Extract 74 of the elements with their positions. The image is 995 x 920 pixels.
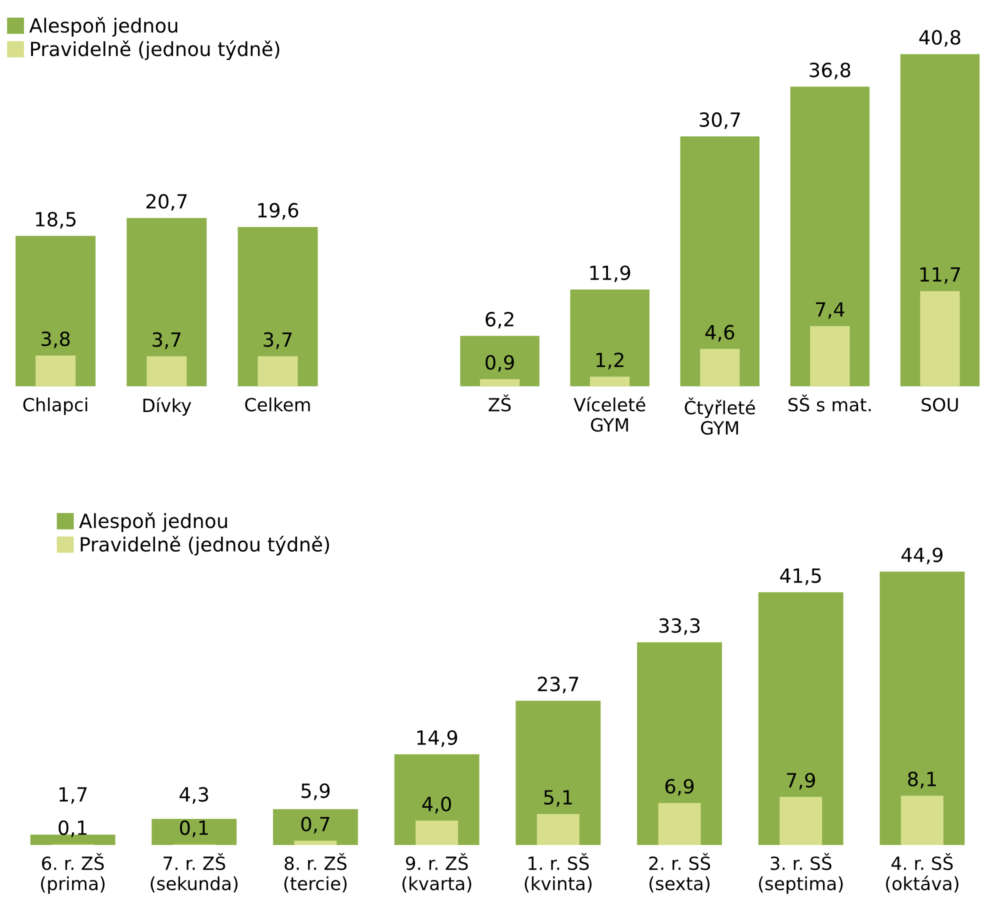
- bar: [273, 809, 358, 846]
- bar: [294, 840, 337, 846]
- data-label: 0,1: [180, 820, 208, 838]
- data-label: 1,2: [596, 352, 624, 370]
- x-tick-label: 7. r. ZŠ (sekunda): [150, 853, 238, 892]
- data-label: 1,7: [59, 787, 87, 804]
- data-label: 36,8: [810, 62, 850, 80]
- x-tick-label: 2. r. SŠ (sexta): [649, 853, 710, 892]
- bar: [146, 356, 187, 386]
- x-tick-label: 6. r. ZŠ (prima): [41, 853, 105, 894]
- data-label: 5,1: [544, 790, 572, 807]
- bar: [590, 376, 630, 386]
- data-label: 3,7: [264, 332, 292, 349]
- x-tick-label: 1. r. SŠ (kvinta): [524, 853, 592, 892]
- bar: [536, 814, 580, 846]
- data-label: 23,7: [538, 676, 578, 694]
- x-tick-label: 3. r. SŠ (septima): [759, 853, 843, 894]
- legend-label: Pravidelně (jednou týdně): [31, 40, 280, 60]
- data-label: 7,9: [786, 772, 815, 790]
- data-label: 11,9: [590, 265, 630, 282]
- data-label: 6,2: [486, 312, 514, 329]
- data-label: 0,7: [301, 816, 330, 834]
- data-label: 44,9: [902, 548, 942, 564]
- legend-label: Pravidelně (jednou týdně): [80, 536, 329, 556]
- x-tick-label: SŠ s mat.: [788, 394, 871, 412]
- data-label: 8,1: [908, 772, 936, 788]
- data-label: 3,8: [42, 331, 70, 348]
- bar: [36, 355, 76, 386]
- x-tick-label: 8. r. ZŠ (tercie): [284, 853, 347, 892]
- data-label: 5,9: [302, 783, 330, 800]
- bar: [416, 820, 458, 846]
- legend-label: Alespoň jednou: [29, 16, 178, 37]
- bar: [810, 326, 850, 386]
- data-label: 7,4: [816, 302, 844, 319]
- bar: [880, 572, 965, 846]
- bar: [480, 379, 520, 386]
- x-tick-label: Čtyřleté GYM: [684, 398, 755, 435]
- data-label: 0,1: [58, 820, 86, 838]
- x-tick-label: Celkem: [245, 398, 310, 412]
- data-label: 18,5: [36, 212, 76, 229]
- data-label: 19,6: [258, 202, 298, 220]
- data-label: 4,6: [705, 324, 734, 342]
- bar: [780, 796, 822, 846]
- x-tick-label: SOU: [922, 398, 958, 412]
- bar: [460, 336, 540, 386]
- data-label: 0,9: [486, 355, 514, 372]
- data-label: 4,0: [422, 796, 451, 814]
- data-label: 40,8: [919, 30, 960, 47]
- data-label: 41,5: [780, 568, 821, 585]
- data-label: 11,7: [920, 267, 960, 284]
- bar: [680, 136, 760, 386]
- bar: [920, 291, 960, 386]
- legend-label: Alespoň jednou: [79, 512, 227, 532]
- data-label: 3,7: [152, 332, 180, 349]
- bar: [238, 226, 318, 386]
- data-label: 20,7: [146, 194, 187, 211]
- data-label: 4,3: [180, 787, 208, 804]
- bar: [570, 289, 650, 386]
- data-label: 14,9: [417, 730, 458, 747]
- data-label: 30,7: [700, 112, 740, 129]
- bar: [126, 218, 207, 386]
- x-tick-label: Chlapci: [23, 398, 88, 415]
- data-label: 33,3: [659, 618, 700, 635]
- x-tick-label: Víceleté GYM: [574, 396, 646, 432]
- data-label: 6,9: [665, 778, 694, 796]
- x-tick-label: 9. r. ZŠ (kvarta): [402, 853, 472, 892]
- bar: [700, 348, 740, 386]
- x-tick-label: Dívky: [143, 398, 192, 416]
- bar: [258, 356, 298, 386]
- bar: [658, 803, 701, 846]
- bar: [152, 818, 237, 846]
- bar: [900, 796, 944, 846]
- x-tick-label: ZŠ: [488, 394, 511, 412]
- x-tick-label: 4. r. SŠ (oktáva): [886, 853, 958, 892]
